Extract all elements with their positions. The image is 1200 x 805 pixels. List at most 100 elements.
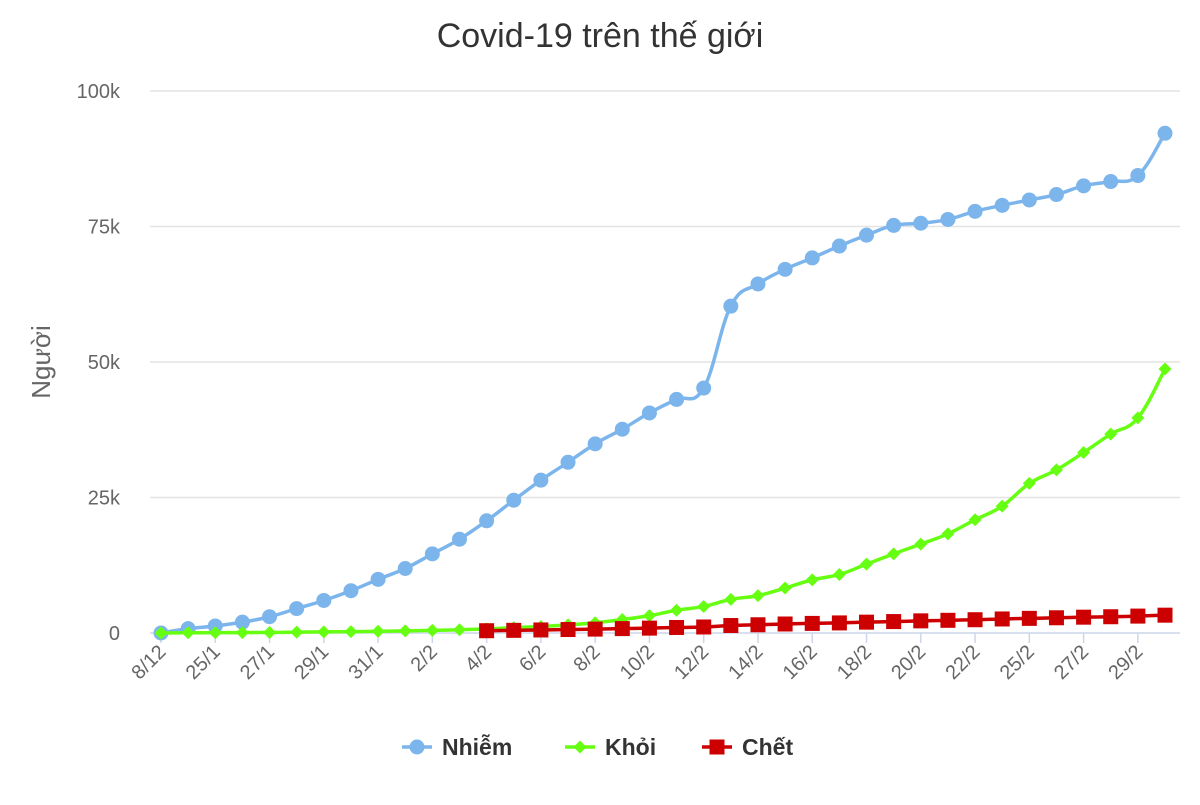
legend-marker[interactable] [573, 740, 587, 754]
data-point[interactable] [750, 276, 766, 292]
data-point[interactable] [1104, 427, 1118, 441]
data-point[interactable] [479, 513, 495, 529]
data-point[interactable] [723, 618, 739, 634]
data-point[interactable] [1048, 610, 1064, 626]
data-point[interactable] [967, 612, 983, 628]
data-point[interactable] [560, 622, 576, 638]
data-point[interactable] [669, 391, 685, 407]
data-point[interactable] [506, 492, 522, 508]
data-point[interactable] [995, 499, 1009, 513]
data-point[interactable] [560, 454, 576, 470]
data-point[interactable] [371, 624, 385, 638]
data-point[interactable] [967, 203, 983, 219]
data-point[interactable] [1103, 174, 1119, 190]
data-point[interactable] [724, 592, 738, 606]
data-point[interactable] [397, 561, 413, 577]
data-point[interactable] [804, 250, 820, 266]
data-point[interactable] [1049, 463, 1063, 477]
data-point[interactable] [234, 614, 250, 630]
data-point[interactable] [805, 573, 819, 587]
data-point[interactable] [994, 197, 1010, 213]
data-point[interactable] [207, 618, 223, 634]
data-point[interactable] [641, 405, 657, 421]
data-point[interactable] [262, 609, 278, 625]
data-point[interactable] [994, 611, 1010, 627]
data-point[interactable] [1130, 168, 1146, 184]
data-point[interactable] [1103, 609, 1119, 625]
data-point[interactable] [1130, 608, 1146, 624]
data-point[interactable] [642, 609, 656, 623]
data-point[interactable] [208, 626, 222, 640]
data-point[interactable] [533, 472, 549, 488]
data-point[interactable] [886, 614, 902, 630]
data-point[interactable] [859, 614, 875, 630]
data-point[interactable] [696, 619, 712, 635]
data-point[interactable] [1021, 192, 1037, 208]
data-point[interactable] [154, 626, 168, 640]
data-point[interactable] [886, 217, 902, 233]
data-point[interactable] [587, 621, 603, 637]
legend[interactable]: Nhiễm Khỏi Chết [402, 733, 793, 760]
data-point[interactable] [1022, 476, 1036, 490]
data-point[interactable] [832, 567, 846, 581]
data-point[interactable] [1131, 411, 1145, 425]
data-point[interactable] [940, 612, 956, 628]
data-point[interactable] [777, 261, 793, 277]
data-point[interactable] [1076, 609, 1092, 625]
data-point[interactable] [968, 513, 982, 527]
data-point[interactable] [614, 421, 630, 437]
data-point[interactable] [479, 623, 495, 639]
data-point[interactable] [887, 547, 901, 561]
legend-marker[interactable] [409, 739, 425, 755]
data-point[interactable] [614, 621, 630, 637]
data-point[interactable] [777, 616, 793, 632]
data-point[interactable] [1158, 362, 1172, 376]
data-point[interactable] [941, 527, 955, 541]
data-point[interactable] [235, 626, 249, 640]
data-point[interactable] [723, 298, 739, 314]
data-point[interactable] [913, 613, 929, 629]
data-point[interactable] [670, 603, 684, 617]
legend-item[interactable]: Khỏi [565, 734, 656, 760]
data-point[interactable] [804, 615, 820, 631]
data-point[interactable] [778, 581, 792, 595]
data-point[interactable] [1021, 610, 1037, 626]
data-point[interactable] [263, 625, 277, 639]
data-point[interactable] [425, 623, 439, 637]
data-point[interactable] [587, 436, 603, 452]
data-point[interactable] [181, 626, 195, 640]
data-point[interactable] [914, 537, 928, 551]
data-point[interactable] [370, 571, 386, 587]
data-point[interactable] [316, 592, 332, 608]
data-point[interactable] [1076, 178, 1092, 194]
data-point[interactable] [1157, 607, 1173, 623]
data-point[interactable] [750, 617, 766, 633]
data-point[interactable] [940, 211, 956, 227]
legend-item[interactable]: Nhiễm [402, 733, 512, 760]
data-point[interactable] [398, 624, 412, 638]
data-point[interactable] [1077, 446, 1091, 460]
data-point[interactable] [641, 620, 657, 636]
data-point[interactable] [669, 619, 685, 635]
data-point[interactable] [696, 380, 712, 396]
data-point[interactable] [859, 227, 875, 243]
data-point[interactable] [452, 623, 466, 637]
data-point[interactable] [343, 583, 359, 599]
data-point[interactable] [533, 622, 549, 638]
data-point[interactable] [1157, 125, 1173, 141]
legend-marker[interactable] [709, 739, 725, 755]
data-point[interactable] [1048, 187, 1064, 203]
data-point[interactable] [289, 601, 305, 617]
data-point[interactable] [290, 625, 304, 639]
data-point[interactable] [913, 215, 929, 231]
data-point[interactable] [451, 531, 467, 547]
data-point[interactable] [831, 615, 847, 631]
data-point[interactable] [344, 625, 358, 639]
legend-item[interactable]: Chết [702, 734, 793, 760]
data-point[interactable] [860, 557, 874, 571]
data-point[interactable] [831, 238, 847, 254]
data-point[interactable] [424, 546, 440, 562]
data-point[interactable] [317, 625, 331, 639]
data-point[interactable] [506, 622, 522, 638]
data-point[interactable] [751, 589, 765, 603]
